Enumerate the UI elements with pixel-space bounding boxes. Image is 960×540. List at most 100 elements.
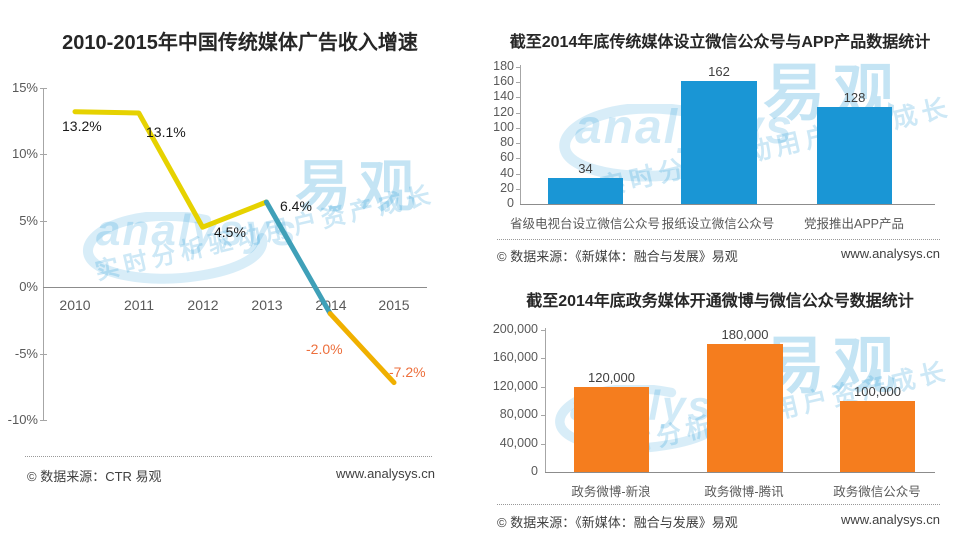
y-axis-tick	[516, 113, 521, 114]
line-segment-2014-2015	[327, 311, 397, 386]
bar-value-label: 34	[578, 161, 593, 177]
line-segment-2010-2013	[72, 109, 269, 230]
x-tick-label: 2013	[251, 297, 283, 313]
bar-group: 120,000	[574, 310, 649, 472]
bar-group: 180,000	[707, 310, 783, 472]
y-tick-label: 15%	[11, 80, 38, 95]
bar	[817, 106, 892, 204]
y-axis-tick	[40, 221, 47, 222]
y-tick-label: 40,000	[499, 436, 538, 450]
y-tick-label: 80	[500, 135, 514, 149]
bar	[574, 386, 649, 472]
y-tick-label: 160	[493, 74, 514, 88]
bar-value-label: 180,000	[721, 327, 769, 343]
y-axis-tick	[516, 67, 521, 68]
point-label: 13.1%	[146, 124, 186, 140]
bar-value-label: 162	[708, 63, 730, 79]
x-tick-label: 2010	[59, 297, 91, 313]
y-axis-tick	[516, 97, 521, 98]
point-label: 4.5%	[214, 224, 246, 240]
y-axis-tick	[541, 387, 546, 388]
x-tick-label: 2012	[187, 297, 219, 313]
x-tick-label: 2015	[378, 297, 410, 313]
y-axis-tick	[40, 420, 47, 421]
bar-group: 128	[817, 47, 892, 204]
x-axis-line	[545, 472, 935, 473]
source-note: © 数据来源：《新媒体：融合与发展》易观	[497, 249, 738, 264]
y-tick-label: 80,000	[499, 407, 538, 421]
y-tick-label: 40	[500, 166, 514, 180]
y-axis-tick	[541, 444, 546, 445]
y-tick-label: 10%	[11, 146, 38, 161]
point-label: 6.4%	[280, 198, 312, 214]
y-axis-tick	[40, 154, 47, 155]
website-text: www.analysys.cn	[841, 246, 940, 261]
y-tick-label: 200,000	[492, 322, 538, 336]
y-axis-tick	[541, 415, 546, 416]
y-tick-label: 180	[493, 59, 514, 73]
y-tick-label: 20	[500, 181, 514, 195]
y-axis-tick	[516, 189, 521, 190]
y-tick-label: 120,000	[492, 379, 538, 393]
website-text: www.analysys.cn	[336, 466, 435, 481]
bar	[707, 344, 783, 472]
y-axis-tick	[40, 88, 47, 89]
bar-chart1-title: 截至2014年底传统媒体设立微信公众号与APP产品数据统计	[509, 34, 931, 51]
category-label: 政务微博-新浪	[571, 485, 651, 499]
divider	[497, 239, 940, 240]
watermark-brand: 易观	[295, 155, 423, 218]
y-axis-tick	[40, 354, 47, 355]
bar-group: 100,000	[840, 310, 915, 472]
category-label: 报纸设立微信公众号	[661, 217, 775, 231]
line-segment-2013-2014	[263, 199, 333, 317]
y-axis-tick	[541, 358, 546, 359]
y-tick-label: 120	[493, 105, 514, 119]
line-chart-title: 2010-2015年中国传统媒体广告收入增速	[62, 32, 418, 54]
y-axis-tick	[516, 158, 521, 159]
category-label: 政务微博-腾讯	[704, 485, 784, 499]
y-axis-tick	[516, 82, 521, 83]
bar-value-label: 100,000	[854, 384, 901, 399]
y-tick-label: -5%	[14, 346, 38, 361]
bar-value-label: 128	[843, 89, 866, 105]
bar	[840, 401, 915, 472]
point-label: -7.2%	[389, 364, 426, 380]
divider	[497, 504, 940, 505]
y-axis-line	[545, 328, 546, 472]
category-label: 政务微信公众号	[833, 485, 921, 499]
bar	[548, 178, 623, 204]
bar-chart2-title: 截至2014年底政务媒体开通微博与微信公众号数据统计	[526, 293, 914, 310]
analysys-swoosh-icon	[83, 212, 268, 284]
y-tick-label: 0	[531, 464, 538, 478]
y-tick-label: 140	[493, 89, 514, 103]
y-tick-label: 160,000	[492, 350, 538, 364]
category-label: 党报推出APP产品	[803, 217, 904, 231]
bar-group: 34	[548, 47, 623, 204]
bar-value-label: 120,000	[588, 369, 635, 385]
y-axis-tick	[516, 174, 521, 175]
y-tick-label: 0	[507, 196, 514, 210]
divider	[25, 456, 432, 457]
y-tick-label: 5%	[19, 213, 38, 228]
y-tick-label: -10%	[7, 412, 38, 427]
y-axis-line	[520, 65, 521, 204]
x-axis-line	[520, 204, 935, 205]
website-text: www.analysys.cn	[841, 512, 940, 527]
x-tick-label: 2011	[123, 297, 155, 313]
y-axis-line	[43, 88, 44, 420]
bar	[681, 80, 757, 204]
bar-group: 162	[681, 47, 757, 204]
source-note: © 数据来源：《新媒体：融合与发展》易观	[497, 515, 738, 530]
y-tick-label: 0%	[19, 279, 38, 294]
zero-axis-line	[43, 287, 427, 288]
y-axis-tick	[516, 128, 521, 129]
y-tick-label: 60	[500, 150, 514, 164]
source-note: © 数据来源：CTR 易观	[27, 469, 162, 484]
point-label: 13.2%	[62, 118, 102, 134]
point-label: -2.0%	[306, 341, 343, 357]
y-tick-label: 100	[493, 120, 514, 134]
y-axis-tick	[516, 143, 521, 144]
watermark-brand: 易观	[763, 332, 904, 401]
